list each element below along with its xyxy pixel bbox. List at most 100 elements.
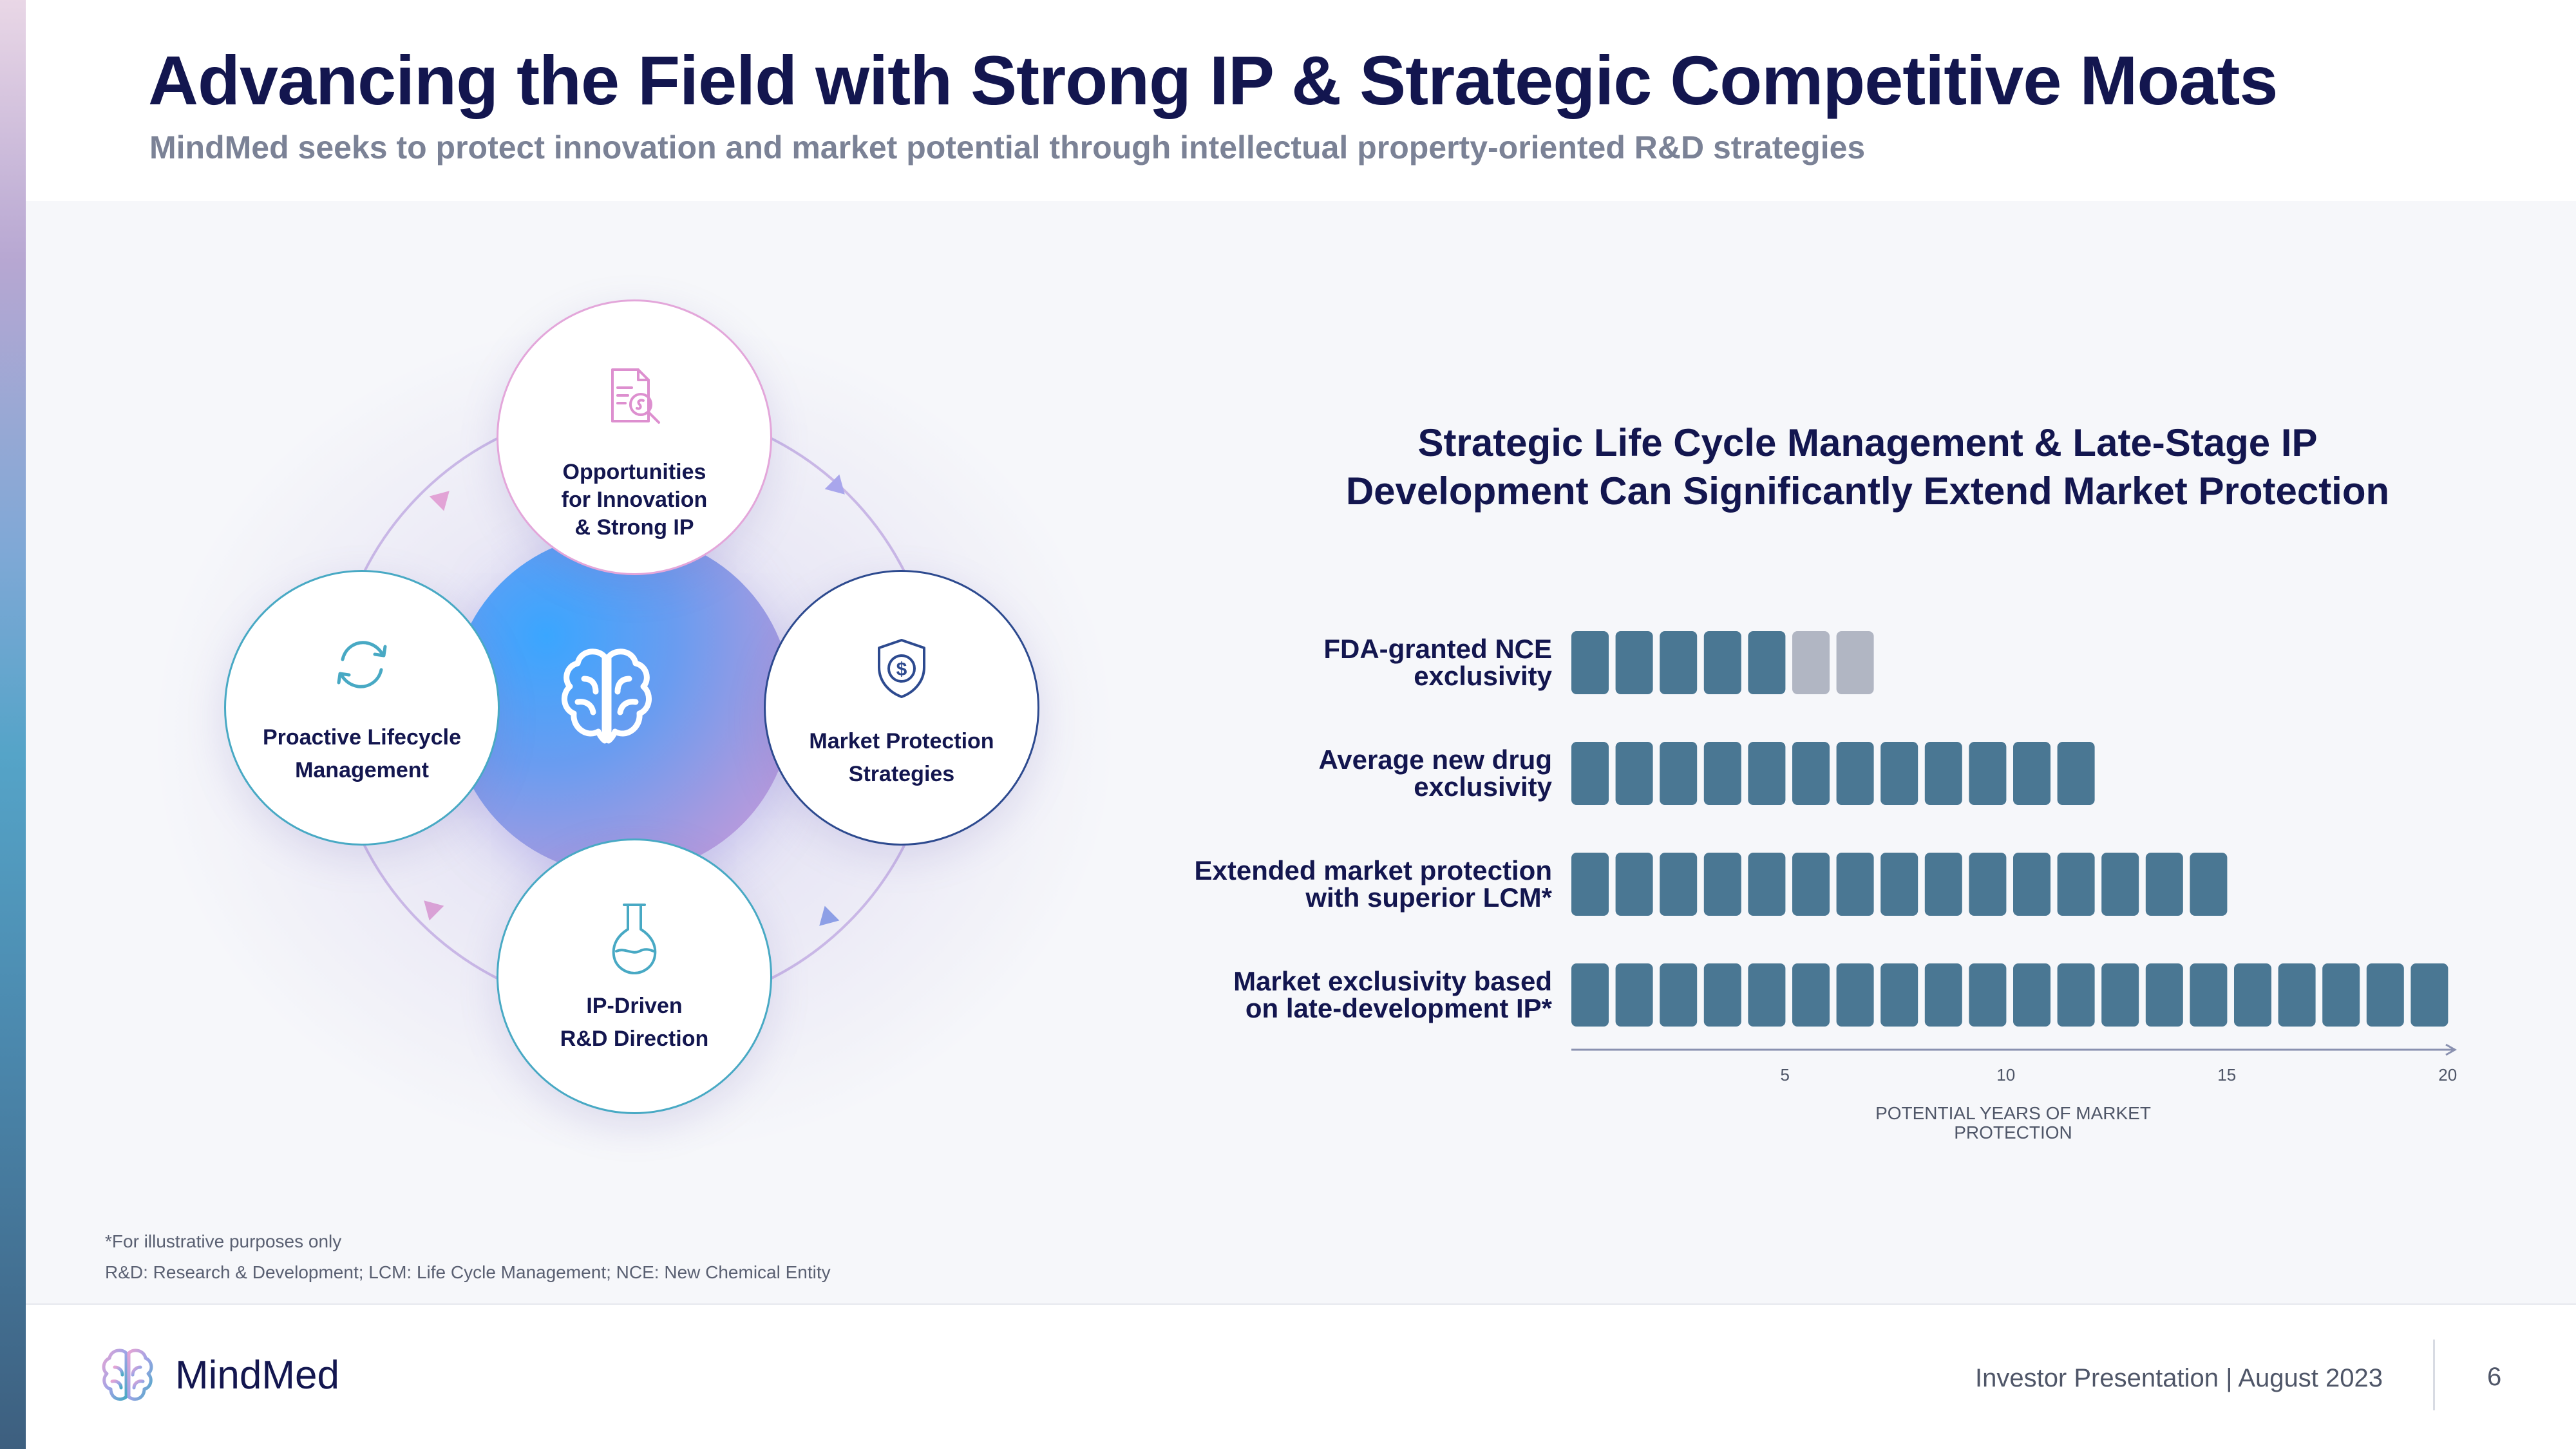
bar-segment: [1792, 742, 1830, 805]
bar-segment: [1703, 631, 1741, 694]
bar-segment: [1660, 742, 1698, 805]
node-rd-direction-label-2: R&D Direction: [560, 1027, 709, 1051]
bar-segment: [1836, 742, 1874, 805]
bar-segment: [1924, 853, 1962, 916]
bar-segment: [2322, 963, 2360, 1027]
page-title: Advancing the Field with Strong IP & Str…: [148, 41, 2278, 119]
bar-segment: [2190, 963, 2228, 1027]
x-tick-label: 10: [1996, 1065, 2015, 1084]
node-innovation-label-2: for Innovation: [561, 488, 708, 512]
node-market-protection: $ Market Protection Strategies: [764, 570, 1039, 846]
mindmed-brain-logo-icon: [102, 1349, 153, 1401]
node-rd-direction-label-1: IP-Driven: [586, 994, 683, 1018]
x-axis-title: POTENTIAL YEARS OF MARKET: [1875, 1103, 2151, 1123]
node-market-protection-label-2: Strategies: [848, 762, 955, 786]
bar-segment: [1924, 742, 1962, 805]
mindmed-logo-text: MindMed: [175, 1353, 339, 1397]
bar-segment: [2101, 963, 2139, 1027]
page-number: 6: [2487, 1363, 2502, 1391]
bar-segment: [2057, 742, 2095, 805]
ring-arrow-top-right: [824, 474, 845, 495]
bar-segment: [2013, 963, 2050, 1027]
bar-segment: [2057, 963, 2095, 1027]
node-lifecycle: Proactive Lifecycle Management: [224, 570, 500, 846]
bar-segment: [2234, 963, 2271, 1027]
bar-segment: [1660, 631, 1698, 694]
bar-segment: [2057, 853, 2095, 916]
bar-segment: [2410, 963, 2448, 1027]
node-innovation-label-3: & Strong IP: [574, 515, 694, 540]
flask-icon: [612, 904, 657, 974]
x-axis-arrow: [2445, 1043, 2458, 1056]
svg-text:$: $: [896, 659, 907, 680]
bar-segment: [1969, 963, 2007, 1027]
bar-segment: [1924, 963, 1962, 1027]
x-tick-label: 15: [2217, 1065, 2236, 1084]
node-lifecycle-label-2: Management: [295, 758, 429, 782]
bar-segment: [1615, 853, 1653, 916]
x-axis-title: PROTECTION: [1954, 1122, 2072, 1142]
category-label: exclusivity: [1414, 772, 1552, 802]
brain-icon: [562, 649, 652, 744]
bar-segment: [1836, 853, 1874, 916]
bar-segment: [1792, 631, 1830, 694]
category-label: Market exclusivity based: [1233, 966, 1552, 996]
bar-segment: [1703, 742, 1741, 805]
chart-title: Strategic Life Cycle Management & Late-S…: [1256, 419, 2479, 515]
bar-segment: [1703, 853, 1741, 916]
bar-segment: [1748, 631, 1786, 694]
x-tick-label: 20: [2438, 1065, 2457, 1084]
bar-segment: [1571, 631, 1609, 694]
bar-segment: [1615, 631, 1653, 694]
shield-dollar-icon: $: [878, 639, 925, 698]
refresh-icon: [337, 641, 387, 688]
node-innovation-label-1: Opportunities: [562, 460, 706, 484]
node-rd-direction: IP-Driven R&D Direction: [497, 838, 772, 1114]
footer-vertical-divider: [2433, 1340, 2435, 1410]
footnote-abbreviations: R&D: Research & Development; LCM: Life C…: [105, 1262, 831, 1282]
node-market-protection-label-1: Market Protection: [809, 729, 994, 753]
bar-segment: [1748, 963, 1786, 1027]
chart-title-line-1: Strategic Life Cycle Management & Late-S…: [1417, 421, 2318, 464]
side-accent-bar: [0, 0, 26, 1449]
bar-segment: [1660, 963, 1698, 1027]
bar-segment: [1615, 742, 1653, 805]
bar-segment: [1880, 853, 1918, 916]
bar-segment: [1836, 963, 1874, 1027]
bar-segment: [1880, 742, 1918, 805]
ring-arrow-bottom-right: [819, 905, 840, 926]
bar-segment: [1969, 742, 2007, 805]
category-label: FDA-granted NCE: [1323, 634, 1552, 664]
category-label: exclusivity: [1414, 661, 1552, 691]
bar-segment: [1969, 853, 2007, 916]
ip-cycle-diagram: Opportunities for Innovation & Strong IP…: [97, 245, 1166, 1243]
x-tick-label: 5: [1780, 1065, 1789, 1084]
bar-segment: [1571, 853, 1609, 916]
bar-segment: [1880, 963, 1918, 1027]
bar-segment: [2145, 853, 2183, 916]
bar-segment: [2145, 963, 2183, 1027]
chart-title-line-2: Development Can Significantly Extend Mar…: [1345, 469, 2390, 513]
bar-segment: [1792, 963, 1830, 1027]
bar-segment: [1836, 631, 1874, 694]
bar-segment: [1792, 853, 1830, 916]
bar-segment: [2013, 742, 2050, 805]
ring-arrow-top-left: [429, 491, 450, 511]
bar-segment: [1615, 963, 1653, 1027]
bar-segment: [1748, 742, 1786, 805]
bar-segment: [1703, 963, 1741, 1027]
bar-segment: [2101, 853, 2139, 916]
bar-segment: [2278, 963, 2316, 1027]
footer-divider-line: [26, 1303, 2576, 1305]
footnote-illustrative: *For illustrative purposes only: [105, 1231, 342, 1251]
bar-segment: [2013, 853, 2050, 916]
page-subtitle: MindMed seeks to protect innovation and …: [149, 129, 1866, 166]
bar-segment: [1748, 853, 1786, 916]
bar-segment: [1660, 853, 1698, 916]
node-innovation: Opportunities for Innovation & Strong IP: [497, 299, 772, 575]
category-label: on late-development IP*: [1245, 993, 1553, 1023]
category-label: Average new drug: [1318, 744, 1552, 775]
footer-presentation-info: Investor Presentation | August 2023: [1975, 1364, 2383, 1392]
node-lifecycle-label-1: Proactive Lifecycle: [262, 725, 462, 750]
